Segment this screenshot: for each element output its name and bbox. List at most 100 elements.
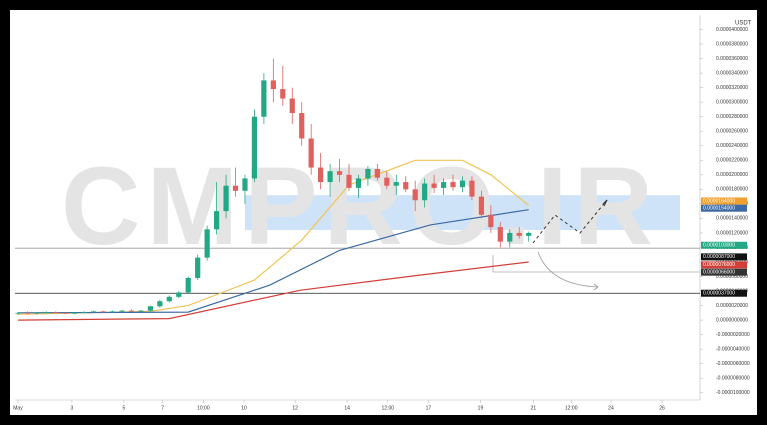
x-tick-label: 5 bbox=[123, 405, 126, 411]
y-tick-label: 0.0000300000 bbox=[716, 99, 748, 105]
price-tag bbox=[701, 204, 747, 212]
y-tick-label: 0.0000220000 bbox=[716, 158, 748, 164]
y-tick-label: 0.0000320000 bbox=[716, 85, 748, 91]
price-tag-label: 0.0000164000 bbox=[703, 198, 735, 204]
y-tick-label: -0.0000020000 bbox=[716, 332, 750, 338]
candle-body bbox=[119, 310, 125, 312]
y-tick-label: 0.0000280000 bbox=[716, 114, 748, 120]
candle-body bbox=[355, 178, 362, 188]
candle-body bbox=[270, 80, 276, 90]
x-tick-label: 12:00 bbox=[565, 405, 578, 411]
y-tick-label: 0.0000180000 bbox=[716, 187, 748, 193]
y-tick-label: 0.0000060000 bbox=[716, 274, 748, 280]
candle-body bbox=[280, 89, 286, 99]
candle-body bbox=[431, 183, 437, 188]
candle-body bbox=[346, 174, 352, 188]
candle-body bbox=[507, 232, 513, 242]
price-tag-label: 0.0000037000 bbox=[703, 291, 735, 297]
x-tick-label: 10 bbox=[241, 405, 247, 411]
x-tick-label: 17 bbox=[426, 405, 432, 411]
y-tick-label: 0.0000240000 bbox=[716, 143, 748, 149]
candle-body bbox=[488, 214, 494, 228]
x-tick-label: May bbox=[13, 405, 23, 411]
candle-body bbox=[403, 182, 409, 190]
candle-body bbox=[450, 182, 456, 188]
candle-body bbox=[34, 312, 40, 314]
candle-body bbox=[261, 80, 267, 117]
x-tick-label: 21 bbox=[531, 405, 537, 411]
candle-body bbox=[469, 180, 475, 197]
candle-body bbox=[242, 178, 248, 191]
candle-body bbox=[384, 177, 390, 186]
price-tag bbox=[701, 241, 747, 249]
price-tag bbox=[701, 268, 747, 276]
candle-body bbox=[185, 277, 191, 293]
projection-arrow bbox=[602, 199, 608, 207]
x-tick-label: 7 bbox=[161, 405, 164, 411]
candle-body bbox=[157, 301, 163, 307]
candle-body bbox=[365, 169, 371, 179]
y-tick-label: 0.0000000000 bbox=[716, 317, 748, 323]
candle-body bbox=[374, 169, 380, 178]
price-tag-label: 0.0000066000 bbox=[703, 269, 735, 275]
y-tick-label: -0.0000100000 bbox=[716, 390, 750, 396]
background-layer bbox=[244, 195, 680, 231]
moving-average-line bbox=[17, 261, 529, 321]
candle-body bbox=[412, 189, 418, 201]
candle-body bbox=[128, 310, 135, 312]
candle-body bbox=[478, 196, 485, 215]
candle-body bbox=[166, 296, 172, 302]
price-tag-label: 0.0000076000 bbox=[703, 262, 735, 268]
candle-body bbox=[459, 180, 466, 188]
price-tag bbox=[701, 253, 747, 261]
candle-body bbox=[43, 312, 49, 313]
candle-body bbox=[497, 227, 503, 242]
price-tag bbox=[701, 261, 747, 269]
x-tick-label: 12 bbox=[292, 405, 298, 411]
y-tick-label: 0.0000380000 bbox=[716, 41, 748, 47]
candle-body bbox=[138, 310, 144, 312]
x-tick-label: 26 bbox=[659, 405, 665, 411]
candle-body bbox=[195, 257, 201, 278]
candle-body bbox=[308, 138, 314, 168]
candle-body bbox=[109, 311, 116, 313]
y-tick-label: 0.0000020000 bbox=[716, 303, 748, 309]
price-tag-label: 0.0000154000 bbox=[703, 206, 735, 212]
x-tick-label: 10:00 bbox=[197, 405, 210, 411]
x-tick-label: 12:00 bbox=[382, 405, 395, 411]
projection-arrow bbox=[593, 283, 599, 291]
candle-body bbox=[516, 232, 522, 236]
candle-body bbox=[100, 311, 106, 313]
y-tick-label: 0.0000400000 bbox=[716, 27, 748, 33]
candle-body bbox=[526, 232, 532, 236]
x-tick-label: 3 bbox=[71, 405, 74, 411]
moving-average-line bbox=[17, 209, 529, 314]
candle-body bbox=[15, 312, 21, 314]
candle-body bbox=[53, 312, 59, 313]
unit-label: USDT bbox=[735, 21, 752, 27]
candle-body bbox=[204, 229, 210, 258]
y-tick-label: -0.0000040000 bbox=[716, 346, 750, 352]
moving-average-line bbox=[17, 159, 530, 315]
price-tag-label: 0.0000087000 bbox=[703, 254, 735, 260]
y-tick-label: 0.0000340000 bbox=[716, 70, 748, 76]
candle-body bbox=[91, 311, 97, 313]
price-tag-label: 0.0000103000 bbox=[703, 243, 735, 249]
candle-body bbox=[81, 312, 87, 313]
y-tick-label: 0.0000140000 bbox=[716, 216, 748, 222]
candle-body bbox=[251, 116, 258, 179]
y-tick-label: -0.0000060000 bbox=[716, 361, 750, 367]
candle-body bbox=[24, 312, 31, 314]
candle-body bbox=[147, 306, 154, 311]
candle-body bbox=[422, 183, 428, 201]
projection-down bbox=[537, 251, 599, 288]
y-tick-label: 0.0000120000 bbox=[716, 230, 748, 236]
y-tick-label: 0.0000200000 bbox=[716, 172, 748, 178]
candle-body bbox=[318, 167, 324, 183]
candle-body bbox=[336, 171, 343, 175]
x-tick-label: 24 bbox=[608, 405, 614, 411]
candle-body bbox=[232, 185, 239, 191]
candle-body bbox=[176, 292, 182, 297]
